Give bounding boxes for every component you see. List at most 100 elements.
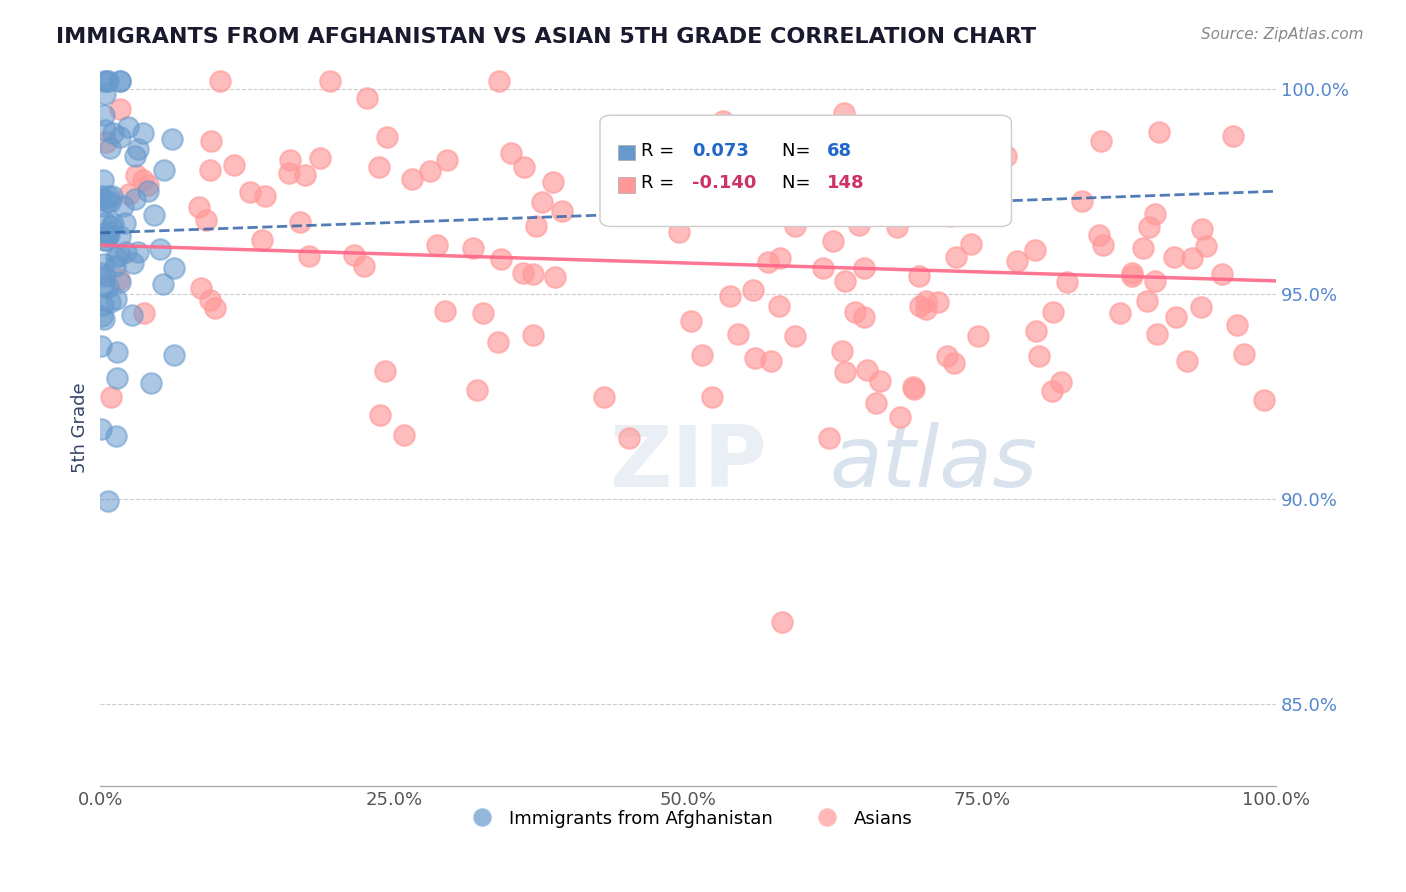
Point (108, 74, 131, 88)
Point (278, 166, 301, 180)
Point (834, 274, 856, 288)
Point (97, 74, 120, 88)
Text: Source: ZipAtlas.com: Source: ZipAtlas.com (1201, 27, 1364, 42)
Point (143, 208, 166, 222)
Point (522, 328, 544, 343)
Point (856, 363, 879, 377)
Point (1195, 239, 1218, 253)
Point (831, 344, 853, 359)
Point (592, 390, 614, 404)
Point (742, 283, 765, 297)
Point (105, 292, 128, 306)
Point (1253, 393, 1275, 408)
Point (90, 309, 112, 323)
Point (124, 148, 146, 162)
Point (93, 268, 115, 283)
Point (101, 188, 124, 202)
Point (903, 382, 925, 396)
Point (190, 281, 212, 295)
Point (97, 494, 120, 508)
Point (821, 234, 844, 248)
Point (104, 250, 127, 264)
Point (97, 228, 120, 243)
FancyBboxPatch shape (617, 177, 636, 193)
Point (134, 306, 156, 320)
Point (96, 135, 118, 149)
Point (783, 219, 806, 234)
Point (1163, 250, 1185, 264)
Point (152, 277, 174, 291)
Point (250, 233, 273, 247)
Point (832, 106, 855, 120)
Point (122, 256, 145, 270)
Point (853, 310, 876, 324)
Point (945, 251, 967, 265)
Point (198, 162, 221, 177)
Point (375, 129, 398, 144)
Point (681, 314, 703, 328)
Point (1146, 326, 1168, 341)
Point (513, 160, 536, 174)
Point (471, 306, 494, 320)
Point (699, 188, 721, 202)
Point (101, 126, 124, 140)
Point (98, 295, 121, 310)
Point (188, 200, 211, 214)
Point (93, 311, 115, 326)
Y-axis label: 5th Grade: 5th Grade (72, 382, 89, 473)
Point (994, 149, 1017, 163)
Point (541, 175, 564, 189)
Point (127, 142, 149, 156)
Point (294, 168, 316, 182)
Point (619, 431, 641, 445)
Point (938, 209, 960, 223)
Point (108, 102, 131, 116)
Point (254, 189, 277, 203)
Point (204, 301, 226, 315)
Point (94, 87, 117, 101)
Point (94, 216, 117, 230)
Point (935, 349, 957, 363)
Point (105, 371, 128, 385)
Point (108, 248, 131, 262)
Point (668, 225, 690, 239)
Point (93, 278, 115, 293)
Point (94, 233, 117, 247)
Point (374, 364, 396, 378)
Point (744, 351, 766, 365)
Point (901, 380, 924, 394)
Text: N=: N= (782, 175, 817, 193)
Point (711, 114, 734, 128)
Point (121, 308, 143, 322)
Point (434, 304, 457, 318)
Point (163, 260, 186, 275)
Point (889, 410, 911, 425)
Text: IMMIGRANTS FROM AFGHANISTAN VS ASIAN 5TH GRADE CORRELATION CHART: IMMIGRANTS FROM AFGHANISTAN VS ASIAN 5TH… (56, 27, 1036, 46)
Point (960, 237, 983, 252)
Point (104, 429, 127, 443)
Point (343, 247, 366, 261)
Point (486, 335, 509, 350)
Point (512, 266, 534, 280)
Point (907, 269, 929, 284)
Point (195, 213, 218, 227)
Point (288, 215, 311, 229)
Point (368, 408, 391, 422)
Point (1056, 275, 1078, 289)
Point (91, 173, 114, 187)
Point (353, 259, 375, 273)
Point (368, 160, 391, 174)
Point (419, 163, 441, 178)
Point (436, 153, 458, 167)
Point (280, 153, 302, 167)
Point (163, 348, 186, 362)
Point (91, 199, 114, 213)
Point (105, 345, 128, 359)
Point (1164, 310, 1187, 324)
Point (108, 275, 131, 289)
Point (117, 120, 139, 134)
Point (200, 134, 222, 148)
Point (127, 245, 149, 260)
Point (759, 353, 782, 368)
Point (426, 238, 449, 252)
